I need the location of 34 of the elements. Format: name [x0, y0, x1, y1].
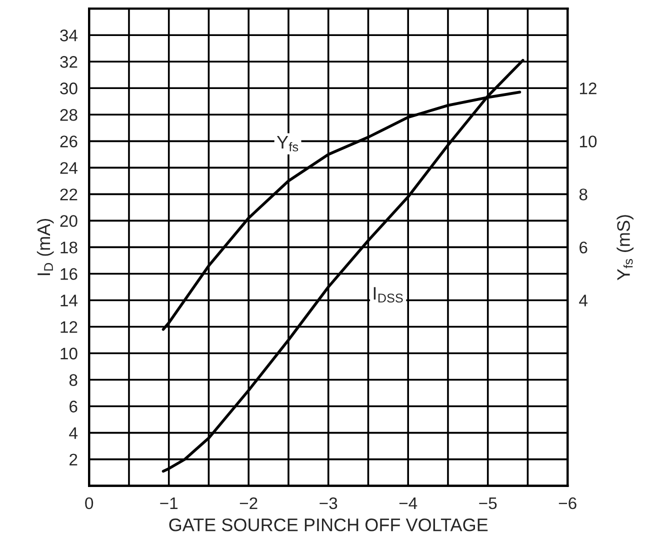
y-tick-label: 14 [60, 294, 78, 306]
x-axis-title: GATE SOURCE PINCH OFF VOLTAGE [169, 518, 488, 532]
y-tick-label: 30 [60, 82, 78, 94]
y-tick-label: 10 [60, 348, 78, 360]
y2-axis-title: Y$_{fs}$ (mS) [616, 215, 634, 280]
x-tick-label: −6 [558, 497, 576, 510]
series-label: I$_{DSS}$ [374, 287, 403, 303]
y2-tick-label: 6 [580, 242, 588, 254]
x-tick-label: −2 [240, 497, 258, 510]
x-tick-label: −5 [479, 498, 497, 510]
x-tick-label: −4 [399, 498, 418, 510]
y-axis-title: I$_{D}$ (mA) [36, 218, 54, 276]
series-label: Y$_{fs}$ [276, 136, 298, 152]
x-tick-label: −1 [160, 498, 178, 510]
y2-tick-label: 10 [580, 136, 597, 148]
y-tick-label: 16 [60, 268, 78, 280]
y-tick-label: 26 [60, 136, 78, 148]
y-tick-label: 28 [60, 109, 78, 121]
y-tick-label: 32 [60, 56, 78, 68]
y-tick-label: 22 [60, 188, 78, 200]
y-tick-label: 20 [60, 215, 78, 227]
y-tick-label: 34 [60, 30, 78, 42]
y-tick-label: 4 [69, 427, 78, 439]
y-tick-label: 6 [70, 400, 78, 412]
y2-tick-label: 8 [579, 188, 588, 200]
y2-tick-label: 4 [579, 294, 588, 306]
y-tick-label: 8 [69, 374, 78, 386]
x-tick-label: −3 [320, 497, 338, 510]
x-tick-label: 0 [85, 497, 94, 510]
y2-tick-label: 12 [580, 82, 596, 94]
y-tick-label: 12 [60, 321, 78, 333]
y-tick-label: 24 [60, 162, 78, 174]
y-tick-label: 2 [70, 454, 78, 466]
y-tick-label: 18 [60, 242, 78, 254]
